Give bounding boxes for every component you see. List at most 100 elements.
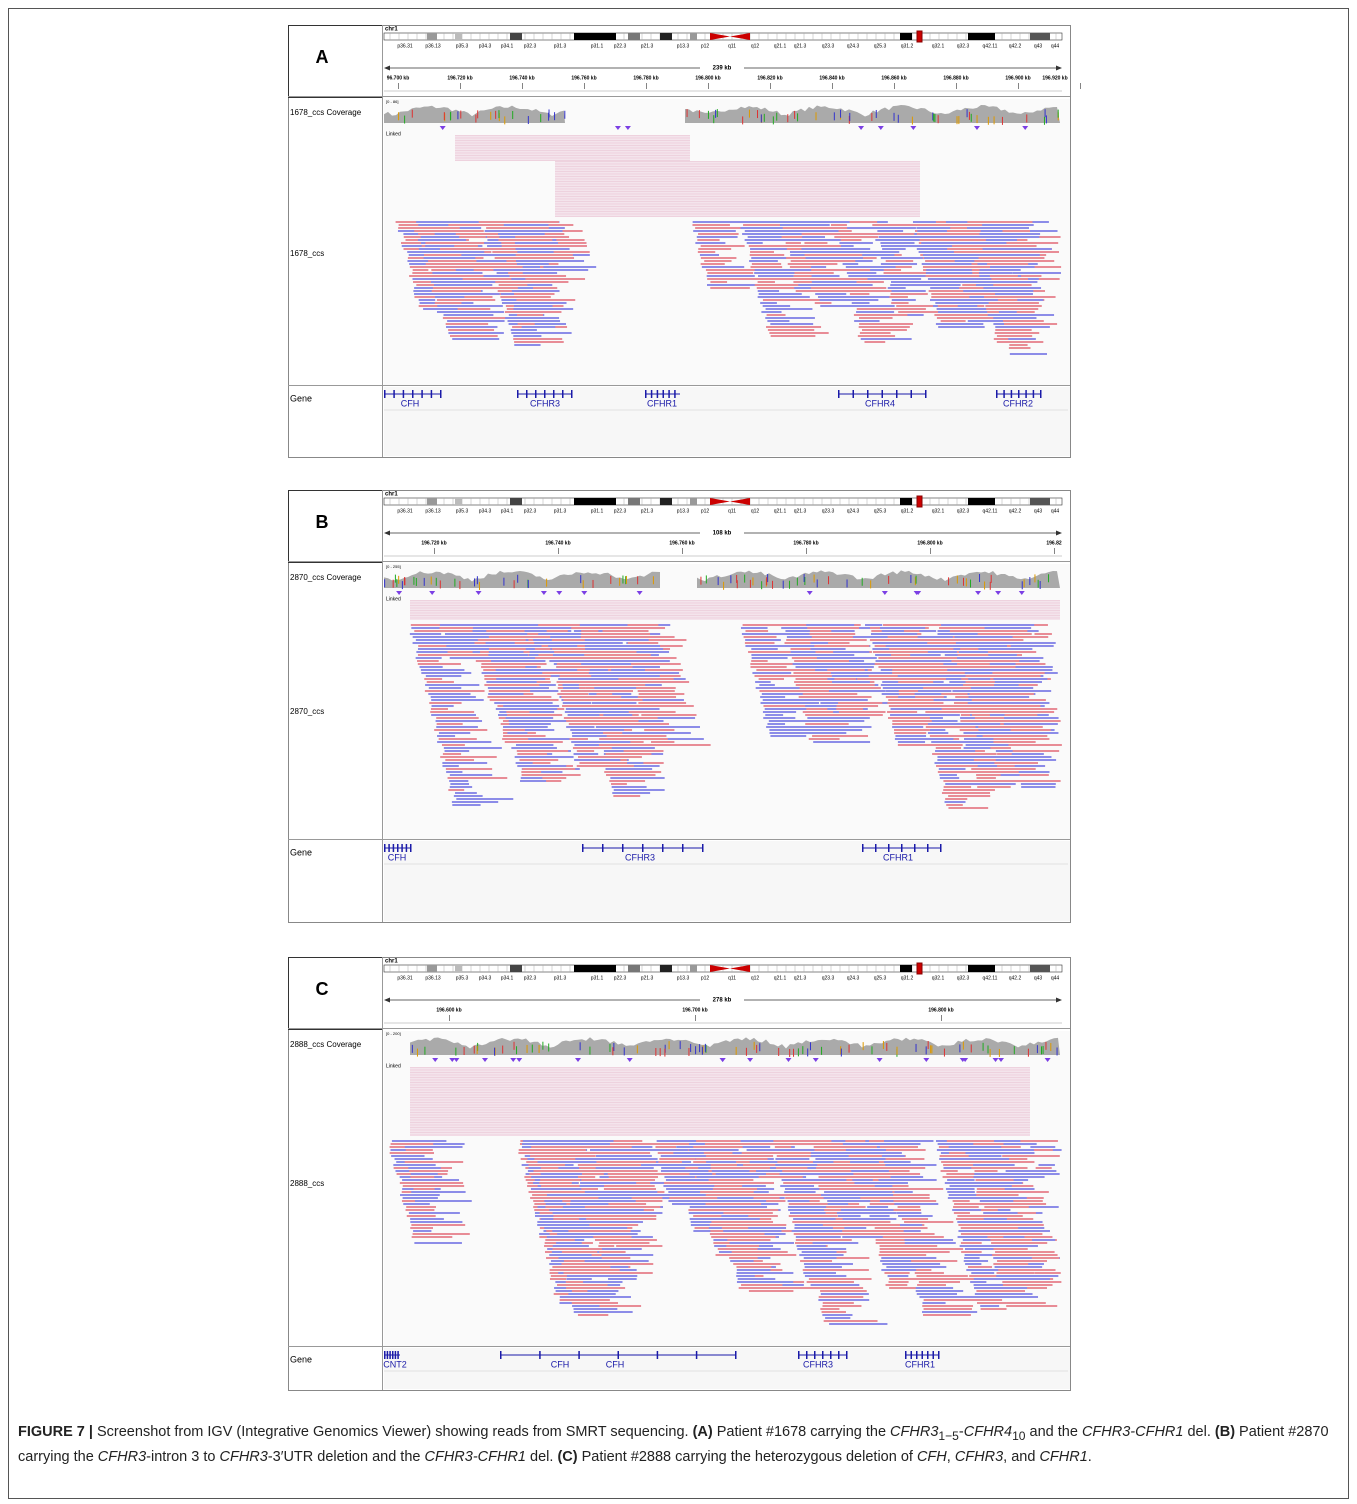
read — [824, 1320, 878, 1322]
read — [421, 672, 471, 674]
read — [604, 630, 636, 632]
read — [818, 296, 858, 298]
read — [953, 254, 993, 256]
read — [450, 774, 492, 776]
read — [837, 693, 857, 695]
read — [888, 287, 906, 289]
read — [432, 272, 482, 274]
ruler-tick-label: 196.800 kb — [917, 540, 942, 546]
read — [988, 639, 1024, 641]
read — [510, 729, 525, 731]
coverage-variant — [983, 1043, 984, 1051]
read — [571, 741, 616, 743]
read — [892, 1179, 937, 1181]
coverage-variant — [624, 1047, 625, 1055]
read — [961, 1251, 982, 1253]
read — [717, 1194, 750, 1196]
read — [805, 263, 837, 265]
coverage-variant — [870, 580, 871, 588]
coverage-variant — [713, 115, 714, 123]
read — [818, 1185, 874, 1187]
read — [975, 266, 991, 268]
exon — [905, 1351, 907, 1359]
read — [431, 714, 476, 716]
read — [995, 681, 1042, 683]
exon — [682, 844, 684, 852]
read — [514, 741, 563, 743]
read — [831, 672, 883, 674]
read — [575, 1158, 624, 1160]
read — [946, 1188, 975, 1190]
exon — [735, 1351, 737, 1359]
read — [758, 290, 779, 292]
read — [491, 660, 545, 662]
read — [1005, 314, 1054, 316]
read — [900, 1224, 922, 1226]
read — [812, 281, 857, 283]
coverage-variant — [695, 1046, 696, 1054]
read — [791, 648, 813, 650]
read — [666, 1194, 693, 1196]
band-label: p34.1 — [501, 975, 514, 981]
read — [506, 711, 529, 713]
read — [695, 1227, 712, 1229]
gene-name: CFHR3 — [803, 1359, 833, 1369]
read — [603, 726, 659, 728]
read — [541, 1167, 559, 1169]
coverage-variant — [494, 1048, 495, 1056]
read — [789, 1215, 815, 1217]
read — [437, 311, 490, 313]
read — [887, 711, 917, 713]
band-label: q44 — [1051, 43, 1060, 49]
read — [807, 627, 832, 629]
read — [425, 242, 484, 244]
read — [557, 1233, 598, 1235]
read — [951, 233, 980, 235]
read — [985, 627, 1015, 629]
read — [573, 1308, 598, 1310]
read — [604, 1188, 656, 1190]
reads-track-name: 1678_ccs — [290, 249, 324, 258]
exon — [888, 844, 890, 852]
read — [550, 1278, 566, 1280]
read — [845, 1224, 891, 1226]
read — [886, 260, 913, 262]
band-label: q21.3 — [794, 975, 807, 981]
read — [424, 678, 442, 680]
band-label: p31.1 — [591, 508, 604, 514]
read — [819, 1188, 874, 1190]
ideogram-stain — [690, 498, 697, 505]
read — [971, 1167, 1018, 1169]
read — [600, 699, 642, 701]
read — [892, 672, 927, 674]
caption-text: Screenshot from IGV (Integrative Genomic… — [93, 1424, 693, 1440]
read — [516, 260, 555, 262]
read — [553, 1215, 580, 1217]
read — [522, 774, 581, 776]
read — [894, 1200, 937, 1202]
read — [514, 341, 564, 343]
coverage-variant — [1046, 115, 1047, 123]
band-label: p36.31 — [397, 508, 413, 514]
read — [803, 702, 819, 704]
coverage-variant — [793, 1049, 794, 1057]
read — [579, 1173, 604, 1175]
read — [976, 1194, 1018, 1196]
read — [577, 765, 634, 767]
coverage-variant — [504, 116, 505, 124]
read — [768, 329, 814, 331]
ruler-tick-label: 196.900 kb — [1005, 75, 1030, 81]
exon — [911, 390, 913, 398]
read — [578, 1314, 608, 1316]
read — [930, 278, 980, 280]
read — [758, 281, 775, 283]
read — [751, 660, 768, 662]
read — [817, 657, 877, 659]
read — [943, 789, 995, 791]
read — [820, 305, 871, 307]
read — [437, 299, 495, 301]
read — [893, 1194, 930, 1196]
read — [514, 293, 544, 295]
read — [794, 1227, 832, 1229]
read — [516, 311, 534, 313]
